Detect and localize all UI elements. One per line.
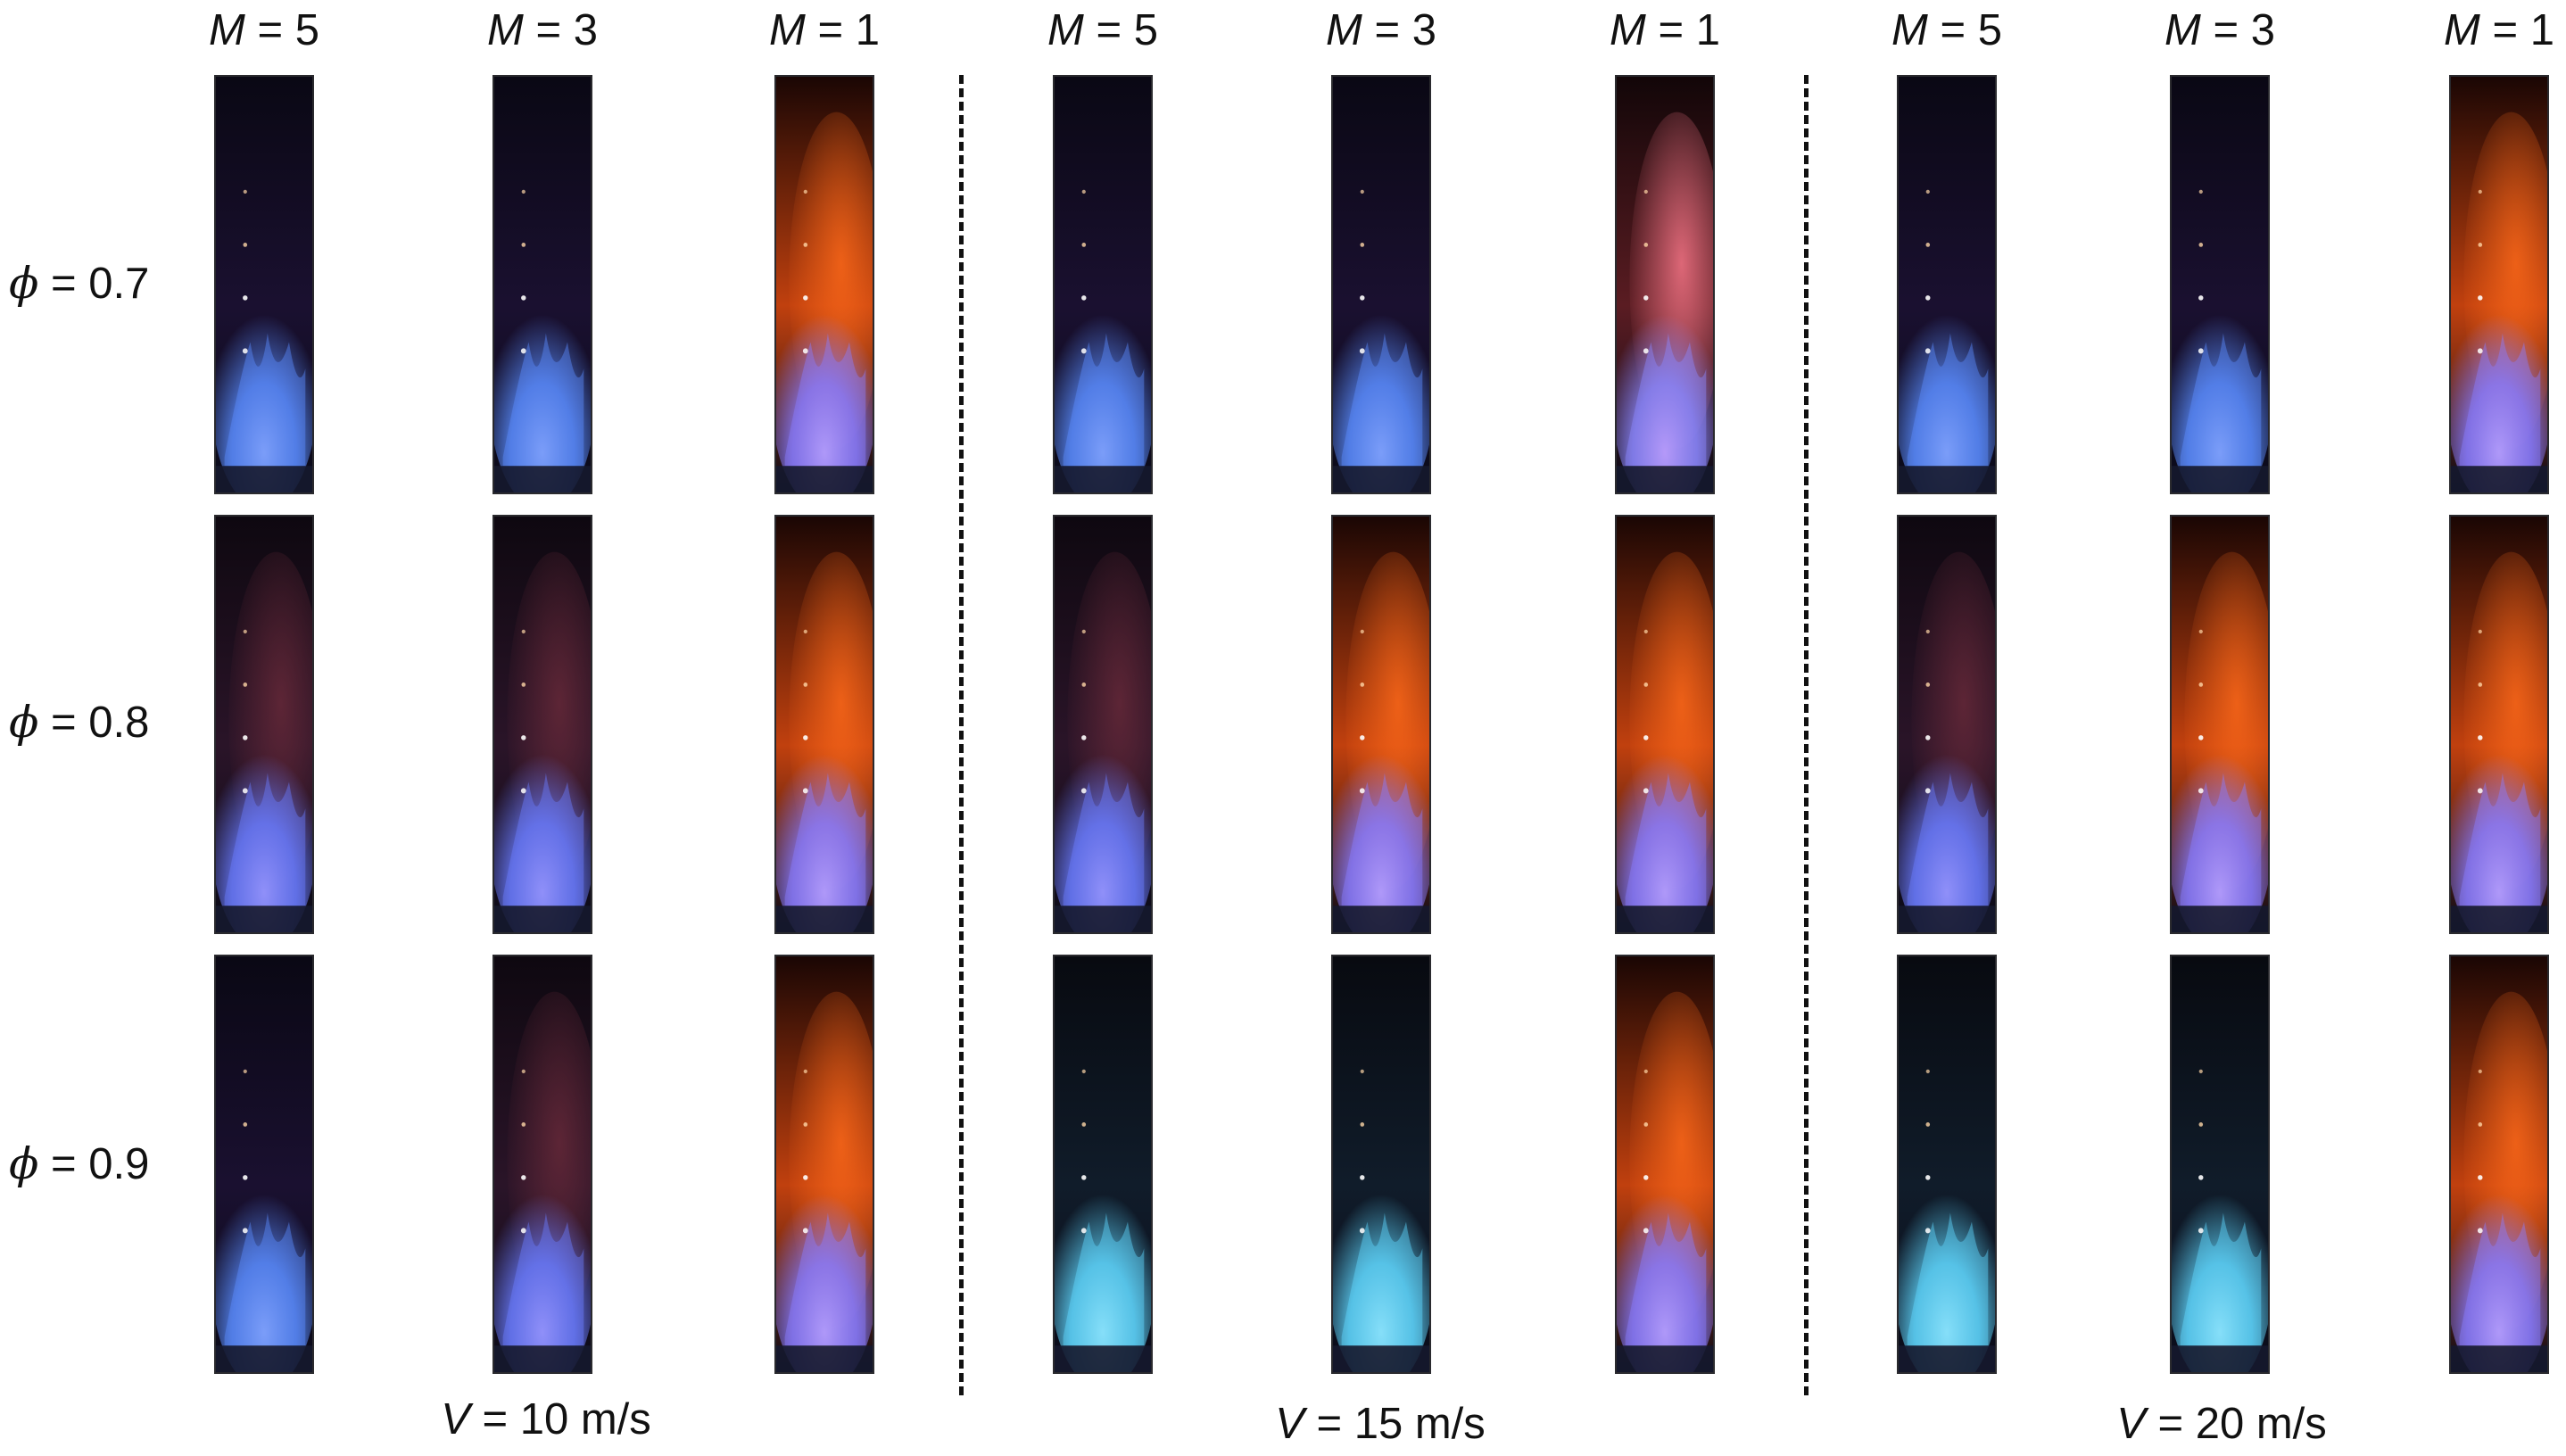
- column-header-m: M = 5: [1867, 4, 2027, 57]
- flame-photo: [1897, 75, 1997, 494]
- v-symbol: V: [2116, 1400, 2146, 1448]
- flame-photo: [1053, 515, 1153, 934]
- flame-photo: [774, 955, 874, 1374]
- equals-sign: =: [1927, 6, 1978, 54]
- flame-photo: [2170, 75, 2270, 494]
- equals-sign: =: [2200, 6, 2251, 54]
- flame-photo: [774, 75, 874, 494]
- m-value: 1: [855, 6, 880, 54]
- row-label-phi: ϕ = 0.8: [9, 696, 187, 749]
- flame-photo: [493, 515, 592, 934]
- m-value: 3: [573, 6, 598, 54]
- column-header-m: M = 1: [2419, 4, 2566, 57]
- equals-sign: =: [1645, 6, 1696, 54]
- flame-photo: [2449, 515, 2549, 934]
- v-value: 20 m/s: [2195, 1400, 2327, 1448]
- m-symbol: M: [2444, 6, 2480, 54]
- phi-value: 0.7: [88, 260, 150, 308]
- column-header-m: M = 3: [462, 4, 623, 57]
- m-symbol: M: [1326, 6, 1362, 54]
- m-symbol: M: [769, 6, 806, 54]
- flame-photo: [214, 515, 314, 934]
- equals-sign: =: [1362, 6, 1412, 54]
- flame-photo: [2449, 955, 2549, 1374]
- m-value: 1: [2529, 6, 2554, 54]
- group-divider-dashed-line: [959, 75, 964, 1395]
- m-symbol: M: [2165, 6, 2201, 54]
- flame-photo: [1615, 515, 1715, 934]
- equals-sign: =: [523, 6, 574, 54]
- flame-photo: [2170, 515, 2270, 934]
- group-divider-dashed-line: [1804, 75, 1809, 1395]
- flame-photo: [1897, 515, 1997, 934]
- group-label-velocity: V = 10 m/s: [403, 1393, 689, 1446]
- m-symbol: M: [209, 6, 245, 54]
- flame-photo: [1615, 75, 1715, 494]
- equals-sign: =: [38, 699, 89, 747]
- flame-photo: [1053, 75, 1153, 494]
- v-value: 15 m/s: [1353, 1400, 1486, 1448]
- row-label-phi: ϕ = 0.9: [9, 1138, 187, 1191]
- flame-photo: [1615, 955, 1715, 1374]
- flame-photo: [493, 75, 592, 494]
- flame-photo: [1331, 955, 1431, 1374]
- flame-photo: [1053, 955, 1153, 1374]
- row-label-phi: ϕ = 0.7: [9, 257, 187, 310]
- flame-photo: [214, 75, 314, 494]
- equals-sign: =: [2145, 1400, 2196, 1448]
- equals-sign: =: [469, 1395, 520, 1444]
- group-label-velocity: V = 15 m/s: [1237, 1397, 1523, 1451]
- v-value: 10 m/s: [519, 1395, 651, 1444]
- flame-photo: [493, 955, 592, 1374]
- equals-sign: =: [1083, 6, 1134, 54]
- m-value: 5: [1977, 6, 2002, 54]
- m-symbol: M: [1047, 6, 1084, 54]
- equals-sign: =: [2479, 6, 2530, 54]
- equals-sign: =: [805, 6, 856, 54]
- group-label-velocity: V = 20 m/s: [2079, 1397, 2364, 1451]
- flame-photo: [1331, 515, 1431, 934]
- phi-symbol: ϕ: [9, 1138, 39, 1189]
- m-value: 3: [1411, 6, 1436, 54]
- column-header-m: M = 5: [1022, 4, 1183, 57]
- m-value: 1: [1695, 6, 1720, 54]
- v-symbol: V: [441, 1395, 470, 1444]
- flame-photo: [2449, 75, 2549, 494]
- flame-photo: [214, 955, 314, 1374]
- flame-photo: [1897, 955, 1997, 1374]
- phi-symbol: ϕ: [9, 258, 39, 309]
- flame-photo: [2170, 955, 2270, 1374]
- flame-photo: [774, 515, 874, 934]
- phi-value: 0.9: [88, 1140, 150, 1188]
- equals-sign: =: [1304, 1400, 1354, 1448]
- phi-symbol: ϕ: [9, 697, 39, 748]
- m-symbol: M: [1610, 6, 1646, 54]
- column-header-m: M = 5: [184, 4, 344, 57]
- m-symbol: M: [1891, 6, 1928, 54]
- m-value: 5: [1133, 6, 1158, 54]
- column-header-m: M = 1: [1585, 4, 1745, 57]
- equals-sign: =: [38, 1140, 89, 1188]
- m-symbol: M: [487, 6, 524, 54]
- equals-sign: =: [38, 260, 89, 308]
- m-value: 5: [294, 6, 319, 54]
- m-value: 3: [2250, 6, 2275, 54]
- column-header-m: M = 3: [2140, 4, 2300, 57]
- column-header-m: M = 3: [1301, 4, 1461, 57]
- phi-value: 0.8: [88, 699, 150, 747]
- column-header-m: M = 1: [744, 4, 905, 57]
- equals-sign: =: [244, 6, 295, 54]
- v-symbol: V: [1275, 1400, 1304, 1448]
- flame-photo: [1331, 75, 1431, 494]
